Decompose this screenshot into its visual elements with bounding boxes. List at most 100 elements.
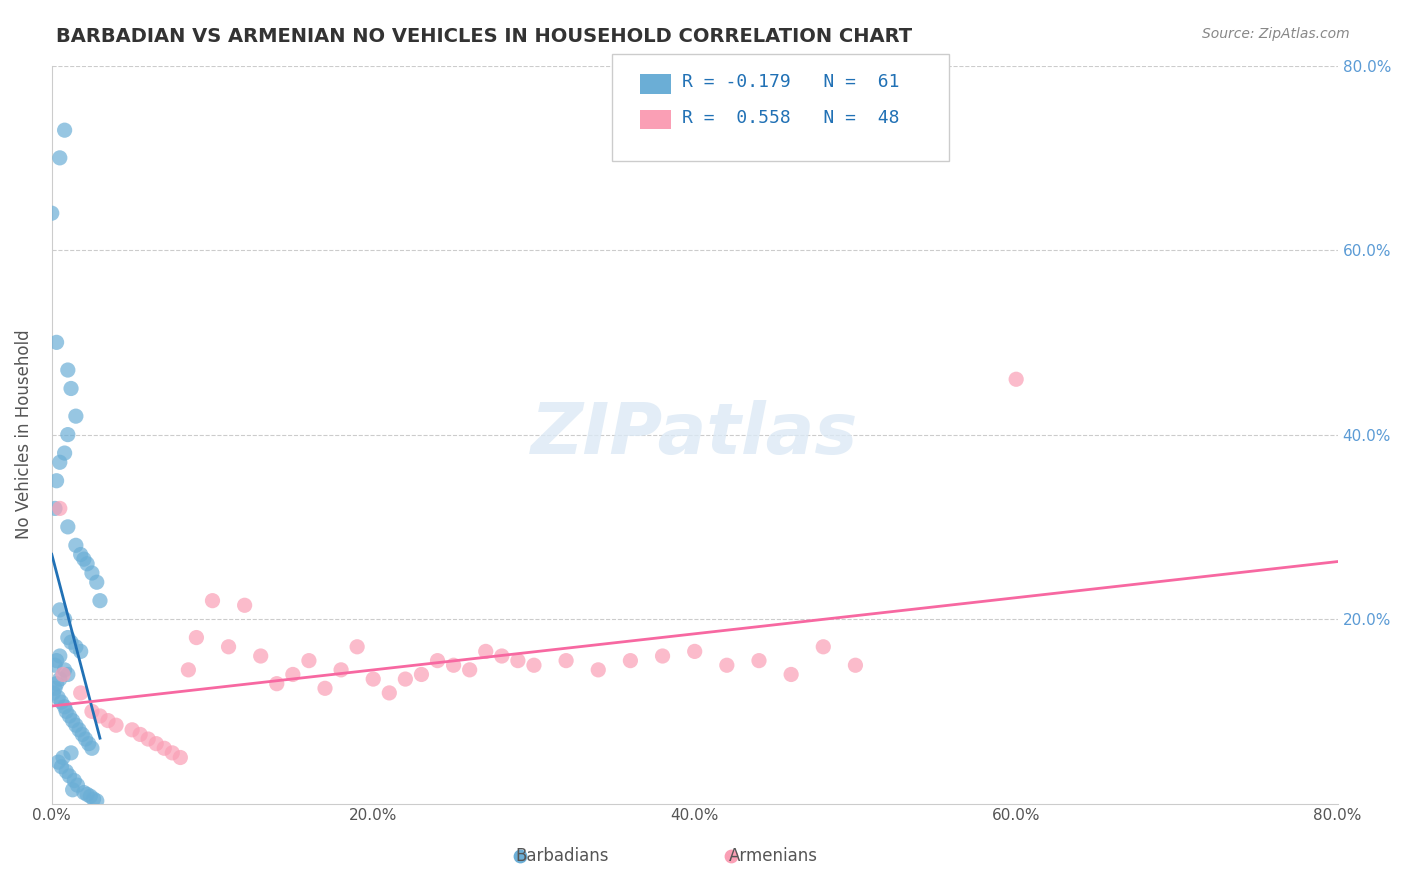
Point <box>46 690 69 705</box>
Point <box>780 667 803 681</box>
Point <box>45 474 67 488</box>
Point <box>89 709 111 723</box>
Point <box>523 658 546 673</box>
Text: R =  0.558   N =  48: R = 0.558 N = 48 <box>682 109 900 127</box>
Point <box>361 672 384 686</box>
Point <box>89 593 111 607</box>
Point <box>233 599 256 613</box>
Point <box>249 648 271 663</box>
Point <box>72 727 94 741</box>
Point <box>58 709 80 723</box>
Point <box>105 718 128 732</box>
Point <box>394 672 416 686</box>
Point <box>201 593 224 607</box>
Point <box>56 427 79 442</box>
Point <box>555 654 578 668</box>
Point <box>65 640 87 654</box>
Point <box>844 658 866 673</box>
Text: Source: ZipAtlas.com: Source: ZipAtlas.com <box>1202 27 1350 41</box>
Point <box>298 654 321 668</box>
Point <box>49 455 72 469</box>
Point <box>73 786 96 800</box>
Point <box>56 667 79 681</box>
Point <box>52 667 75 681</box>
Point <box>75 732 97 747</box>
Point <box>62 714 84 728</box>
Point <box>76 788 98 802</box>
Point <box>83 792 105 806</box>
Point <box>458 663 481 677</box>
Text: R = -0.179   N =  61: R = -0.179 N = 61 <box>682 73 900 91</box>
Point <box>49 151 72 165</box>
Point <box>86 575 108 590</box>
Point <box>45 676 67 690</box>
Point <box>86 794 108 808</box>
Point <box>145 737 167 751</box>
Y-axis label: No Vehicles in Household: No Vehicles in Household <box>15 330 32 540</box>
Point <box>60 746 83 760</box>
Point <box>55 764 77 779</box>
Point <box>186 631 208 645</box>
Point <box>45 654 67 668</box>
Point <box>41 206 63 220</box>
Point <box>720 849 742 863</box>
Point <box>65 409 87 424</box>
Point <box>346 640 368 654</box>
Text: ZIPatlas: ZIPatlas <box>531 401 859 469</box>
Point <box>506 654 529 668</box>
Point <box>79 789 101 804</box>
Point <box>49 672 72 686</box>
Point <box>51 760 73 774</box>
Point <box>56 631 79 645</box>
Point <box>44 681 66 696</box>
Point <box>53 123 76 137</box>
Point <box>813 640 835 654</box>
Point <box>378 686 401 700</box>
Point <box>80 566 103 580</box>
Point <box>55 704 77 718</box>
Point <box>651 648 673 663</box>
Point <box>53 663 76 677</box>
Point <box>218 640 240 654</box>
Point <box>1005 372 1028 386</box>
Point <box>129 727 152 741</box>
Point <box>52 750 75 764</box>
Point <box>49 501 72 516</box>
Point <box>62 782 84 797</box>
Point <box>509 849 531 863</box>
Point <box>443 658 465 673</box>
Point <box>45 335 67 350</box>
Point <box>97 714 120 728</box>
Point <box>426 654 449 668</box>
Point <box>42 686 65 700</box>
Point <box>716 658 738 673</box>
Point <box>56 520 79 534</box>
Point <box>474 644 496 658</box>
Point <box>53 612 76 626</box>
Point <box>411 667 433 681</box>
Point <box>314 681 336 696</box>
Point <box>266 676 288 690</box>
Point <box>65 538 87 552</box>
Point <box>121 723 143 737</box>
Point <box>67 723 90 737</box>
Point <box>77 737 100 751</box>
Point <box>619 654 641 668</box>
Point <box>49 648 72 663</box>
Point <box>73 552 96 566</box>
Text: Armenians: Armenians <box>728 847 818 865</box>
Text: BARBADIAN VS ARMENIAN NO VEHICLES IN HOUSEHOLD CORRELATION CHART: BARBADIAN VS ARMENIAN NO VEHICLES IN HOU… <box>56 27 912 45</box>
Point <box>60 635 83 649</box>
Point <box>177 663 200 677</box>
Point <box>586 663 609 677</box>
Point <box>51 695 73 709</box>
Point <box>44 658 66 673</box>
Point <box>491 648 513 663</box>
Point <box>330 663 353 677</box>
Point <box>46 755 69 769</box>
Point <box>80 704 103 718</box>
Point <box>53 446 76 460</box>
Point <box>60 382 83 396</box>
Point <box>49 603 72 617</box>
Point <box>80 741 103 756</box>
